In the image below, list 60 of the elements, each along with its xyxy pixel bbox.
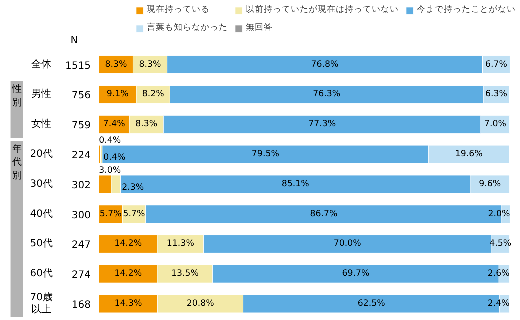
legend-label: 今まで持ったことがない <box>417 4 516 16</box>
data-label: 5.7% <box>123 209 146 220</box>
data-label: 20.8% <box>186 299 214 310</box>
data-label: 69.7% <box>342 269 370 280</box>
data-label: 0.4% <box>99 136 122 146</box>
text: 247 <box>72 240 91 252</box>
data-label: 62.5% <box>358 299 386 310</box>
data-label: 8.3% <box>139 60 162 70</box>
text: 性別 <box>11 84 22 108</box>
data-label: 7.4% <box>103 120 126 130</box>
y-tick-label: 男性 <box>32 88 52 100</box>
data-label: 7.0% <box>484 120 506 130</box>
data-label: 0.4% <box>104 153 126 164</box>
text: 756 <box>72 90 91 102</box>
text: N <box>70 35 78 46</box>
y-tick-label: 70歳以上 <box>30 292 53 316</box>
text: 759 <box>72 120 91 132</box>
legend-label: 無回答 <box>246 22 273 34</box>
text: 302 <box>72 180 91 192</box>
y-tick-label: 20代 <box>30 149 53 160</box>
data-label: 11.3% <box>166 239 194 250</box>
data-label: 79.5% <box>252 150 280 160</box>
legend-label: 以前持っていたが現在は持っていない <box>246 4 399 16</box>
text: 1515 <box>65 60 91 72</box>
data-label: 2.6% <box>488 269 510 280</box>
data-label: 14.2% <box>114 269 142 280</box>
text: 274 <box>72 270 91 282</box>
data-label: 8.2% <box>142 90 164 100</box>
data-label: 14.3% <box>114 299 142 310</box>
text: 年代別 <box>11 144 22 182</box>
data-label: 76.8% <box>311 60 339 70</box>
data-label: 76.3% <box>313 90 341 100</box>
data-label: 14.2% <box>114 239 142 250</box>
legend-label: 言葉も知らなかった <box>147 22 228 34</box>
data-label: 70.0% <box>334 239 362 250</box>
data-label: 8.3% <box>105 60 128 70</box>
text: 224 <box>72 150 91 162</box>
y-tick-label: 40代 <box>30 208 53 220</box>
data-label: 13.5% <box>171 269 199 280</box>
text: 300 <box>72 210 91 222</box>
y-tick-label: 30代 <box>30 178 53 190</box>
data-label: 77.3% <box>308 120 336 130</box>
data-label: 4.5% <box>490 239 512 250</box>
data-label: 6.7% <box>485 60 508 70</box>
y-tick-label: 女性 <box>32 118 52 130</box>
data-label: 5.7% <box>100 209 122 220</box>
data-label: 6.3% <box>485 90 508 100</box>
data-label: 86.7% <box>310 209 338 220</box>
data-label: 2.3% <box>122 183 144 194</box>
data-label: 9.6% <box>479 179 502 190</box>
data-label: 9.1% <box>106 90 129 100</box>
data-label: 3.0% <box>99 166 122 176</box>
legend-label: 現在持っている <box>147 4 210 16</box>
y-tick-label: 60代 <box>30 268 53 280</box>
data-label: 8.3% <box>136 120 158 130</box>
data-label: 85.1% <box>282 179 310 190</box>
data-label: 19.6% <box>455 150 483 160</box>
y-tick-label: 全体 <box>32 58 52 70</box>
y-tick-label: 50代 <box>30 238 53 250</box>
text: 168 <box>72 300 91 312</box>
